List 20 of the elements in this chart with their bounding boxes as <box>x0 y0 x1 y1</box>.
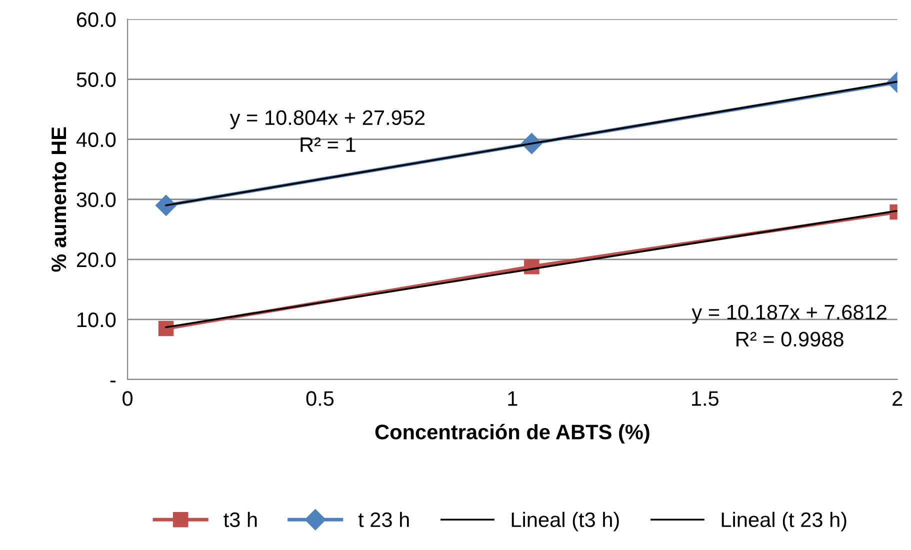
y-tick-label: 30.0 <box>76 192 116 208</box>
legend-label: t3 h <box>224 512 257 528</box>
y-tick-label: 50.0 <box>76 72 116 88</box>
y-tick-label: - <box>110 380 116 382</box>
x-axis-title: Concentración de ABTS (%) <box>375 424 650 444</box>
y-tick-label: 60.0 <box>76 12 116 28</box>
annotation: y = 10.804x + 27.952 R² = 1 <box>230 110 425 152</box>
legend-label: Lineal (t3 h) <box>512 512 619 532</box>
legend-label: t 23 h <box>358 512 409 528</box>
y-tick-label: 40.0 <box>76 132 116 148</box>
legend-label: Lineal (t 23 h) <box>722 512 846 532</box>
x-tick-label: 2 <box>892 391 902 406</box>
x-tick-label: 0 <box>122 391 133 406</box>
x-tick-label: 1.5 <box>692 391 718 406</box>
x-tick-label: 0.5 <box>306 391 334 406</box>
y-tick-label: 10.0 <box>77 312 116 328</box>
x-tick-label: 1 <box>508 391 518 406</box>
y-tick-label: 20.0 <box>76 252 116 268</box>
y-axis-title: % aumento HE <box>52 127 66 272</box>
annotation: y = 10.187x + 7.6812 R² = 0.9988 <box>692 304 886 347</box>
